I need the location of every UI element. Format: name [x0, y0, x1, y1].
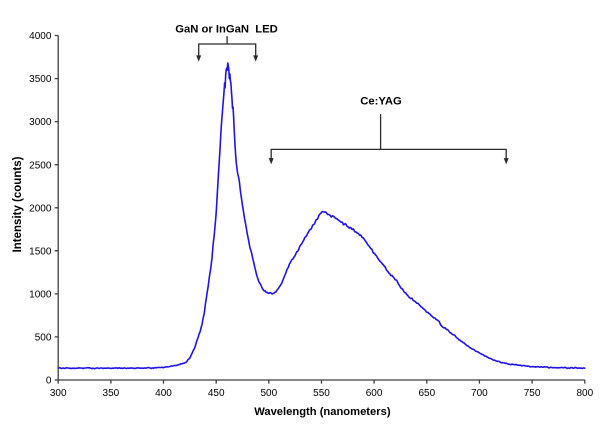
svg-text:0: 0: [46, 376, 52, 387]
svg-text:1500: 1500: [29, 246, 52, 257]
svg-text:2500: 2500: [29, 160, 52, 171]
svg-text:800: 800: [576, 388, 593, 399]
svg-text:400: 400: [155, 388, 172, 399]
svg-text:4000: 4000: [29, 31, 52, 42]
svg-text:700: 700: [471, 388, 488, 399]
svg-text:500: 500: [35, 333, 52, 344]
svg-text:GaN or InGaN LED: GaN or InGaN LED: [175, 23, 278, 35]
svg-text:350: 350: [103, 388, 120, 399]
svg-text:500: 500: [260, 388, 277, 399]
svg-text:450: 450: [208, 388, 225, 399]
svg-text:Ce:YAG: Ce:YAG: [360, 95, 402, 107]
svg-text:300: 300: [50, 388, 67, 399]
svg-text:3500: 3500: [29, 74, 52, 85]
svg-text:3000: 3000: [29, 117, 52, 128]
svg-text:550: 550: [313, 388, 330, 399]
svg-text:600: 600: [366, 388, 383, 399]
svg-text:750: 750: [524, 388, 541, 399]
svg-text:Intensity (counts): Intensity (counts): [12, 156, 24, 252]
svg-text:2000: 2000: [29, 203, 52, 214]
svg-text:Wavelength (nanometers): Wavelength (nanometers): [254, 406, 391, 418]
svg-text:1000: 1000: [29, 290, 52, 301]
svg-text:650: 650: [418, 388, 435, 399]
